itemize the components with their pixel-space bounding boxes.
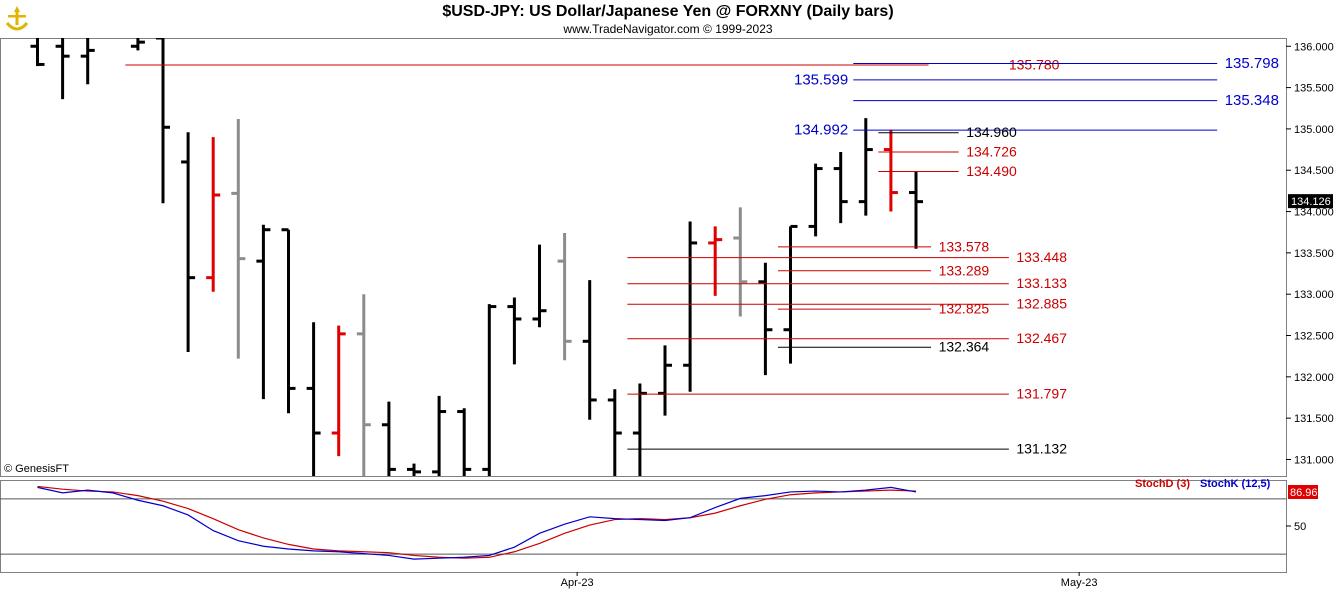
price-y-axis: 136.000 135.500 135.000 134.500 134.000 133.5… <box>1286 41 1334 466</box>
level-label: 134.490 <box>966 163 1017 179</box>
level-label: 133.448 <box>1016 249 1067 265</box>
price-bar <box>130 38 145 51</box>
stoch-tick-label: 50 <box>1294 521 1306 533</box>
price-bar <box>432 395 447 476</box>
level-label: 132.467 <box>1016 330 1067 346</box>
price-bar <box>281 228 296 414</box>
price-bar <box>482 304 497 476</box>
price-bar <box>331 325 346 457</box>
level-label: 134.992 <box>794 122 848 139</box>
price-bar <box>909 171 923 249</box>
y-axis-strip <box>1287 38 1336 572</box>
level-label: 135.798 <box>1225 55 1279 72</box>
price-bar <box>833 152 848 224</box>
legend-entry: StochK (12,5) <box>1200 478 1271 490</box>
y-tick-label: 132.500 <box>1294 331 1334 343</box>
level-label: 134.960 <box>966 124 1017 140</box>
price-bar <box>55 38 70 100</box>
y-tick-label: 133.500 <box>1294 248 1334 260</box>
price-bar <box>557 233 572 361</box>
price-bar <box>632 383 647 476</box>
level-label: 133.578 <box>939 238 990 254</box>
price-bar <box>206 137 221 292</box>
price-bar <box>156 38 170 204</box>
stochastic-y-axis: 50 <box>1286 521 1306 533</box>
stoch-series-line <box>37 485 917 559</box>
price-bar <box>80 38 95 85</box>
price-bar <box>783 224 798 364</box>
price-bar <box>607 389 622 476</box>
trade-navigator-logo-icon <box>2 3 32 35</box>
price-bar <box>30 38 45 67</box>
y-tick-label: 135.000 <box>1294 124 1334 136</box>
price-bar <box>858 118 873 216</box>
y-tick-label: 135.500 <box>1294 83 1334 95</box>
price-bar <box>507 297 522 365</box>
stoch-series-line <box>37 486 917 560</box>
x-tick-label: Apr-23 <box>561 577 594 589</box>
y-tick-label: 134.500 <box>1294 165 1334 177</box>
stochastic-series <box>37 485 917 560</box>
price-bar <box>808 163 823 237</box>
stoch-legend: StochD (3) StochK (12,5) <box>1135 478 1271 490</box>
price-panel <box>0 38 1287 477</box>
credit-label: © GenesisFT <box>4 463 69 475</box>
price-bar <box>181 132 196 353</box>
legend-entry: StochD (3) <box>1135 478 1190 490</box>
y-tick-label: 134.000 <box>1294 207 1334 219</box>
price-bar <box>306 322 321 476</box>
price-bar <box>381 401 396 476</box>
level-label: 131.132 <box>1016 441 1067 457</box>
ohlc-bars <box>30 38 923 476</box>
level-label: 133.133 <box>1016 275 1067 291</box>
price-bar <box>758 262 773 376</box>
level-label: 135.780 <box>1009 56 1060 72</box>
level-label: 132.364 <box>939 339 990 355</box>
last-price-box <box>1288 194 1333 209</box>
y-tick-label: 136.000 <box>1294 41 1334 53</box>
price-bar <box>582 280 597 420</box>
x-tick-label: May-23 <box>1061 577 1098 589</box>
stoch-last-value-label: 86.96 <box>1290 487 1318 499</box>
y-tick-label: 131.000 <box>1294 454 1334 466</box>
level-label: 134.726 <box>966 144 1017 160</box>
chart-title: $USD-JPY: US Dollar/Japanese Yen @ FORXN… <box>442 3 894 20</box>
price-bar <box>532 244 547 328</box>
price-bar <box>457 408 472 476</box>
stoch-last-value-box <box>1288 484 1318 499</box>
price-bar <box>733 207 748 317</box>
price-bar <box>683 221 698 392</box>
y-tick-label: 131.500 <box>1294 413 1334 425</box>
price-bar <box>356 294 371 476</box>
level-label: 131.797 <box>1016 386 1067 402</box>
stochastic-panel <box>0 480 1287 573</box>
price-bar <box>407 463 421 476</box>
price-bar <box>708 226 723 296</box>
price-levels: 135.780 135.798 135.599 135.348 134.992 134.9… <box>125 55 1279 457</box>
level-label: 132.825 <box>939 301 990 317</box>
price-bar <box>658 345 672 416</box>
x-axis: Apr-23 May-23 <box>561 572 1098 589</box>
y-tick-label: 132.000 <box>1294 372 1334 384</box>
level-label: 133.289 <box>939 262 990 278</box>
price-bar <box>231 118 246 359</box>
level-label: 135.599 <box>794 71 848 88</box>
y-tick-label: 133.000 <box>1294 289 1334 301</box>
level-label: 132.885 <box>1016 296 1067 312</box>
last-price-label: 134.126 <box>1291 196 1331 208</box>
chart-subtitle: www.TradeNavigator.com © 1999-2023 <box>563 22 773 36</box>
price-bar <box>256 224 271 400</box>
level-label: 135.348 <box>1225 92 1279 109</box>
